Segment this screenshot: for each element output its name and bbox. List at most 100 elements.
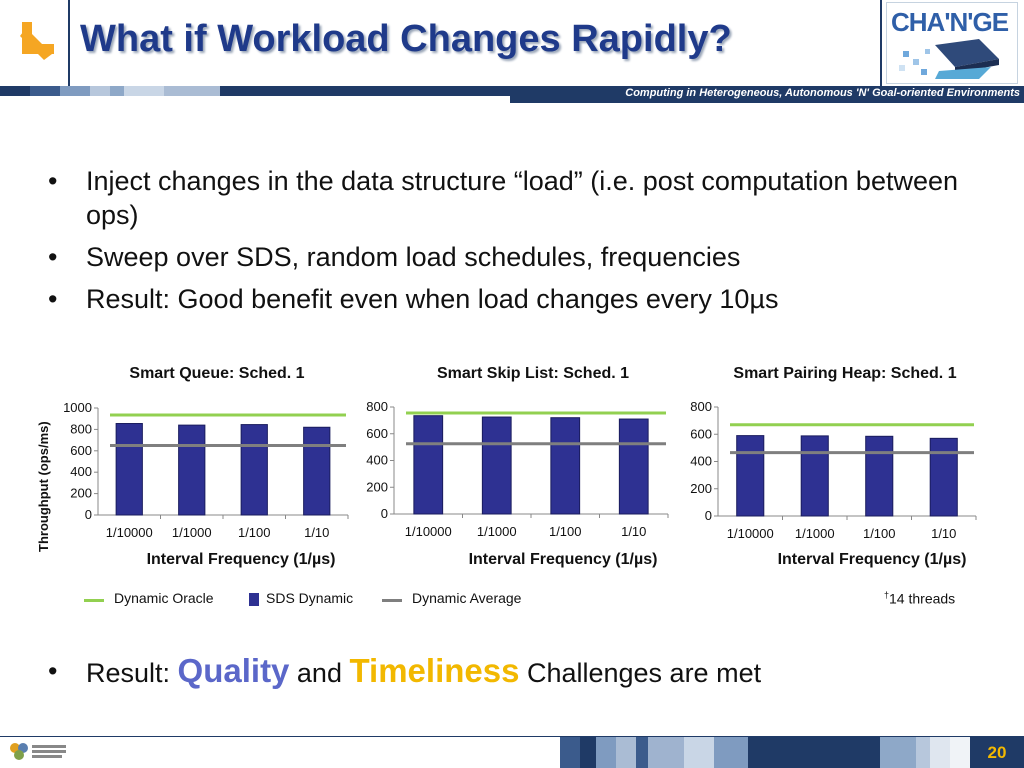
y-tick-label: 600 xyxy=(366,426,388,441)
x-tick-label: 1/10 xyxy=(304,525,329,540)
chart-title: Smart Pairing Heap: Sched. 1 xyxy=(733,365,956,382)
footer-segment xyxy=(748,737,880,768)
bar-sds-dynamic xyxy=(929,437,958,517)
strip-segment xyxy=(90,86,110,96)
bar-sds-dynamic xyxy=(800,435,829,517)
dagger-mark: † xyxy=(884,590,890,600)
bar-sds-dynamic xyxy=(481,416,512,515)
footer-segment xyxy=(648,737,684,768)
x-tick-label: 1/1000 xyxy=(172,525,212,540)
threads-text: 14 threads xyxy=(889,590,956,607)
bullet-marker: • xyxy=(48,656,58,686)
bar-sds-dynamic xyxy=(303,426,331,516)
x-tick-label: 1/10 xyxy=(621,524,646,539)
x-axis-label: Interval Frequency (1/µs) xyxy=(147,551,336,568)
strip-segment xyxy=(220,86,510,96)
chart-title: Smart Skip List: Sched. 1 xyxy=(437,365,629,382)
footer-segment xyxy=(560,737,580,768)
bullet-marker: • xyxy=(48,242,58,272)
result-line: • Result: Quality and Timeliness Challeng… xyxy=(48,652,761,690)
bullet-marker: • xyxy=(48,166,58,196)
result-and: and xyxy=(289,658,350,688)
y-tick-label: 600 xyxy=(70,443,92,458)
bullet-item: • Result: Good benefit even when load cha… xyxy=(48,282,1008,316)
bar-sds-dynamic xyxy=(736,435,765,517)
bullet-marker: • xyxy=(48,284,58,314)
strip-segment xyxy=(60,86,90,96)
y-tick-label: 0 xyxy=(381,506,388,521)
bar-sds-dynamic xyxy=(115,423,143,516)
timeliness-word: Timeliness xyxy=(349,652,520,689)
footer-segment xyxy=(636,737,648,768)
strip-segment xyxy=(164,86,220,96)
x-axis-label: Interval Frequency (1/µs) xyxy=(469,551,658,568)
x-tick-label: 1/10000 xyxy=(405,524,452,539)
design-automation-logo-icon xyxy=(10,743,66,760)
footer-segment xyxy=(950,737,970,768)
strip-segment xyxy=(124,86,164,96)
y-tick-label: 0 xyxy=(85,507,92,522)
legend-oracle-label: Dynamic Oracle xyxy=(114,590,214,606)
result-suffix: Challenges are met xyxy=(519,658,762,688)
change-logo: CHA'N'GE xyxy=(886,2,1018,84)
bullet-text: Result: Good benefit even when load chan… xyxy=(86,284,779,314)
bullet-text: Sweep over SDS, random load schedules, f… xyxy=(86,242,741,272)
bar-sds-dynamic xyxy=(178,424,206,516)
x-tick-label: 1/100 xyxy=(549,524,582,539)
x-tick-label: 1/1000 xyxy=(477,524,517,539)
y-tick-label: 400 xyxy=(690,454,712,469)
x-tick-label: 1/100 xyxy=(238,525,271,540)
bar-sds-dynamic xyxy=(550,417,581,515)
logo-text: CHA'N'GE xyxy=(891,7,1009,37)
x-tick-label: 1/10000 xyxy=(727,526,774,541)
page-title: What if Workload Changes Rapidly? xyxy=(80,18,732,60)
bar-sds-dynamic xyxy=(865,435,894,517)
footer-segment xyxy=(714,737,748,768)
bullet-item: • Sweep over SDS, random load schedules, … xyxy=(48,240,1008,274)
strip-segment xyxy=(30,86,60,96)
header-divider-left xyxy=(68,0,70,86)
bar-sds-dynamic xyxy=(413,415,444,515)
arrow-down-left-icon xyxy=(8,14,62,68)
strip-segment xyxy=(0,86,30,96)
tagline: Computing in Heterogeneous, Autonomous '… xyxy=(625,87,1020,99)
y-tick-label: 200 xyxy=(366,479,388,494)
y-tick-label: 200 xyxy=(70,486,92,501)
y-tick-label: 1000 xyxy=(63,400,92,415)
y-tick-label: 800 xyxy=(366,399,388,414)
quality-word: Quality xyxy=(177,652,290,689)
tagline-bar xyxy=(510,86,1024,103)
bullet-list: • Inject changes in the data structure “l… xyxy=(48,164,1008,324)
x-tick-label: 1/10 xyxy=(931,526,956,541)
legend-average-label: Dynamic Average xyxy=(412,590,522,606)
legend-oracle-swatch xyxy=(84,599,104,602)
y-tick-label: 800 xyxy=(690,399,712,414)
strip-segment xyxy=(110,86,124,96)
bar-sds-dynamic xyxy=(240,424,268,516)
footer-segment xyxy=(580,737,596,768)
header-divider-right xyxy=(880,0,882,86)
footer-segment xyxy=(930,737,950,768)
y-tick-label: 400 xyxy=(70,464,92,479)
bullet-text: Inject changes in the data structure “lo… xyxy=(86,166,959,230)
legend-average-swatch xyxy=(382,599,402,602)
legend-sds-swatch xyxy=(249,593,259,606)
chip-icon xyxy=(899,39,999,79)
x-tick-label: 1/10000 xyxy=(106,525,153,540)
footer-segment xyxy=(684,737,714,768)
y-tick-label: 200 xyxy=(690,481,712,496)
footer-segment xyxy=(880,737,916,768)
legend-sds-label: SDS Dynamic xyxy=(266,590,354,606)
footer-segment xyxy=(616,737,636,768)
x-axis-label: Interval Frequency (1/µs) xyxy=(778,551,967,568)
x-tick-label: 1/1000 xyxy=(795,526,835,541)
footer-segment xyxy=(596,737,616,768)
y-tick-label: 0 xyxy=(705,508,712,523)
page-number: 20 xyxy=(970,737,1024,768)
chart-title: Smart Queue: Sched. 1 xyxy=(129,365,304,382)
footer-line xyxy=(0,736,1024,737)
result-prefix: Result: xyxy=(86,658,178,688)
y-tick-label: 600 xyxy=(690,426,712,441)
footer-segment xyxy=(916,737,930,768)
y-tick-label: 400 xyxy=(366,453,388,468)
